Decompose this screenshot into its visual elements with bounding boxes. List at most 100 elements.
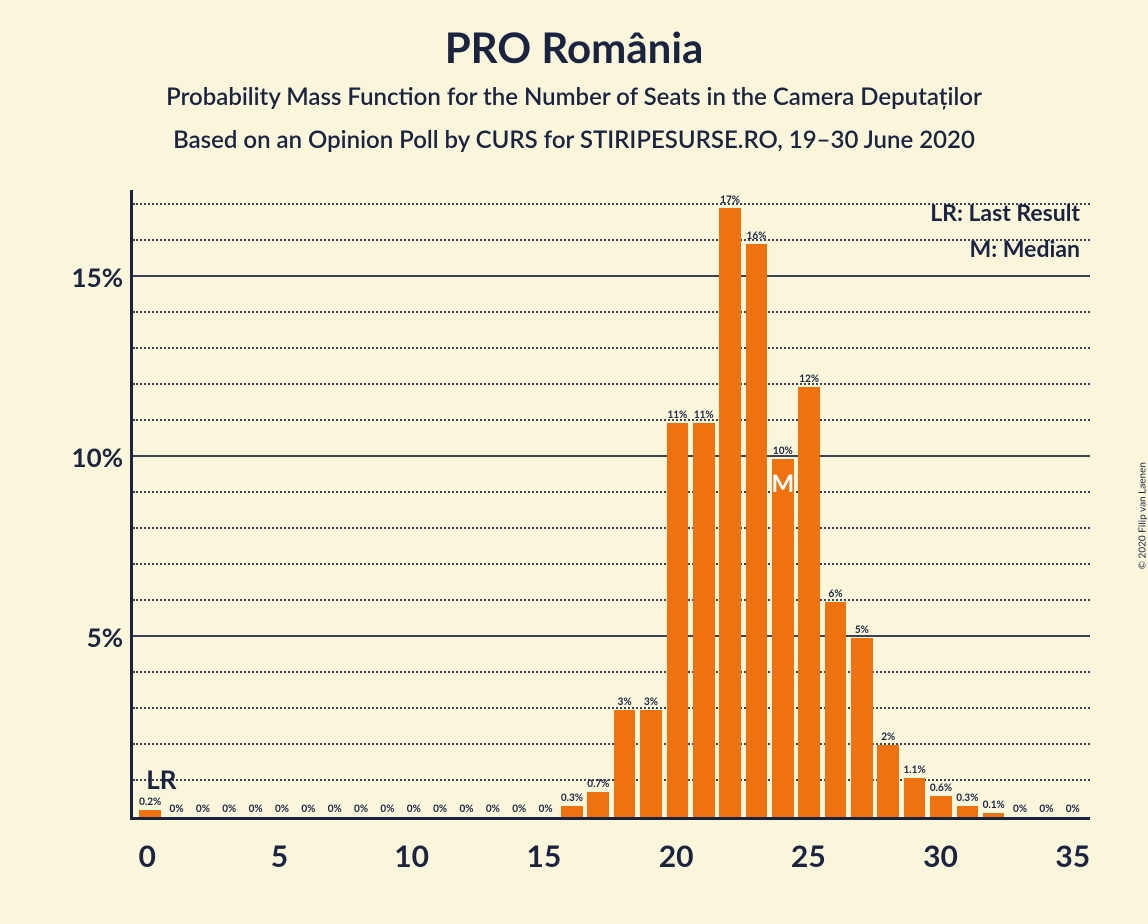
bar-slot: 0% (506, 190, 532, 817)
bar-value-label: 0.3% (956, 792, 978, 806)
bar-value-label: 6% (829, 588, 843, 602)
bar-slot: 0% (480, 190, 506, 817)
bar-value-label: 0% (170, 803, 184, 817)
bar: 0.7% (587, 792, 609, 817)
bar: 5% (851, 638, 873, 817)
bar: 11% (693, 423, 715, 817)
bar-slot: 3% (638, 190, 664, 817)
y-tick-label: 15% (72, 261, 131, 293)
chart-area: LR: Last Result M: Median 5%10%15% 0.2%0… (60, 190, 1100, 890)
bar: 3% (640, 710, 662, 817)
bar-value-label: 0% (380, 803, 394, 817)
x-tick-label: 0 (139, 838, 156, 874)
bar-value-label: 17% (720, 194, 740, 208)
bar-slot: 0% (401, 190, 427, 817)
bar-value-label: 0% (301, 803, 315, 817)
bar-value-label: 1.1% (904, 764, 926, 778)
bar: 3% (614, 710, 636, 817)
bar-value-label: 0% (275, 803, 289, 817)
bar-slot: 0.1% (981, 190, 1007, 817)
bar-value-label: 0% (512, 803, 526, 817)
bar-slot: 0% (1060, 190, 1086, 817)
bar-slot: 2% (875, 190, 901, 817)
bar: 0.3% (561, 806, 583, 817)
bar: 16% (746, 244, 768, 817)
bar-slot: 0% (453, 190, 479, 817)
bar-value-label: 0% (354, 803, 368, 817)
bar-slot: 0.3% (559, 190, 585, 817)
bar-slot: 3% (611, 190, 637, 817)
bar-slot: 0% (532, 190, 558, 817)
bar-slot: 5% (849, 190, 875, 817)
bar-value-label: 0% (539, 803, 553, 817)
bars-container: 0.2%0%0%0%0%0%0%0%0%0%0%0%0%0%0%0%0.3%0.… (133, 190, 1090, 817)
x-tick-label: 20 (659, 838, 694, 874)
chart-subtitle-1: Probability Mass Function for the Number… (0, 82, 1148, 111)
bar-value-label: 0.1% (983, 799, 1005, 813)
bar-value-label: 0.3% (561, 792, 583, 806)
bar-value-label: 0% (1013, 803, 1027, 817)
bar: 6% (825, 602, 847, 817)
x-tick-label: 35 (1055, 838, 1090, 874)
bar-slot: 0% (348, 190, 374, 817)
bar: 2% (877, 745, 899, 817)
bar-value-label: 0% (486, 803, 500, 817)
bar-slot: 0% (242, 190, 268, 817)
bar: 0.1% (983, 813, 1005, 817)
bar-value-label: 16% (747, 230, 767, 244)
bar-slot: 0% (427, 190, 453, 817)
bar-slot: 16% (743, 190, 769, 817)
bar-slot: 0% (216, 190, 242, 817)
bar-value-label: 10% (773, 445, 793, 459)
x-tick-label: 10 (394, 838, 429, 874)
bar-value-label: 0% (1066, 803, 1080, 817)
bar-value-label: 0% (407, 803, 421, 817)
bar-value-label: 0% (433, 803, 447, 817)
bar-slot: 0.6% (928, 190, 954, 817)
bar-slot: 0% (269, 190, 295, 817)
bar-slot: 0% (190, 190, 216, 817)
bar: 0.6% (930, 796, 952, 817)
bar-slot: 11% (664, 190, 690, 817)
plot-area: LR: Last Result M: Median 5%10%15% 0.2%0… (130, 190, 1090, 820)
bar-slot: 1.1% (901, 190, 927, 817)
bar-slot: 6% (822, 190, 848, 817)
bar-value-label: 0% (196, 803, 210, 817)
x-tick-label: 30 (923, 838, 958, 874)
bar-value-label: 0.2% (139, 796, 161, 810)
bar-slot: 0.7% (585, 190, 611, 817)
bar-slot: 0.3% (954, 190, 980, 817)
copyright-text: © 2020 Filip van Laenen (1136, 462, 1148, 569)
bar-slot: 11% (691, 190, 717, 817)
bar-value-label: 0.7% (587, 778, 609, 792)
lr-marker: LR (146, 763, 176, 795)
bar-value-label: 0% (222, 803, 236, 817)
bar-value-label: 11% (667, 409, 687, 423)
bar-value-label: 0% (249, 803, 263, 817)
bar-slot: 0% (374, 190, 400, 817)
y-tick-label: 5% (87, 621, 131, 653)
x-tick-label: 5 (271, 838, 288, 874)
title-block: PRO România Probability Mass Function fo… (0, 0, 1148, 154)
bar-value-label: 0.6% (930, 782, 952, 796)
bar-slot: 17% (717, 190, 743, 817)
bar-slot: 0% (1007, 190, 1033, 817)
bar: 17% (719, 208, 741, 817)
bar-slot: 0% (1033, 190, 1059, 817)
bar: 10%M (772, 459, 794, 817)
bar-value-label: 3% (644, 696, 658, 710)
x-tick-label: 15 (526, 838, 561, 874)
bar-slot: 10% M (770, 190, 796, 817)
bar-value-label: 2% (881, 731, 895, 745)
bar-value-label: 0% (328, 803, 342, 817)
bar-value-label: 5% (855, 624, 869, 638)
bar-value-label: 11% (694, 409, 714, 423)
bar-slot: 0% (295, 190, 321, 817)
bar-slot: 0% (322, 190, 348, 817)
x-axis-labels: 05101520253035 (130, 826, 1090, 876)
median-marker: M (771, 469, 794, 498)
bar-value-label: 0% (1039, 803, 1053, 817)
bar: 12% (798, 387, 820, 817)
bar-value-label: 0% (459, 803, 473, 817)
y-tick-label: 10% (72, 441, 131, 473)
